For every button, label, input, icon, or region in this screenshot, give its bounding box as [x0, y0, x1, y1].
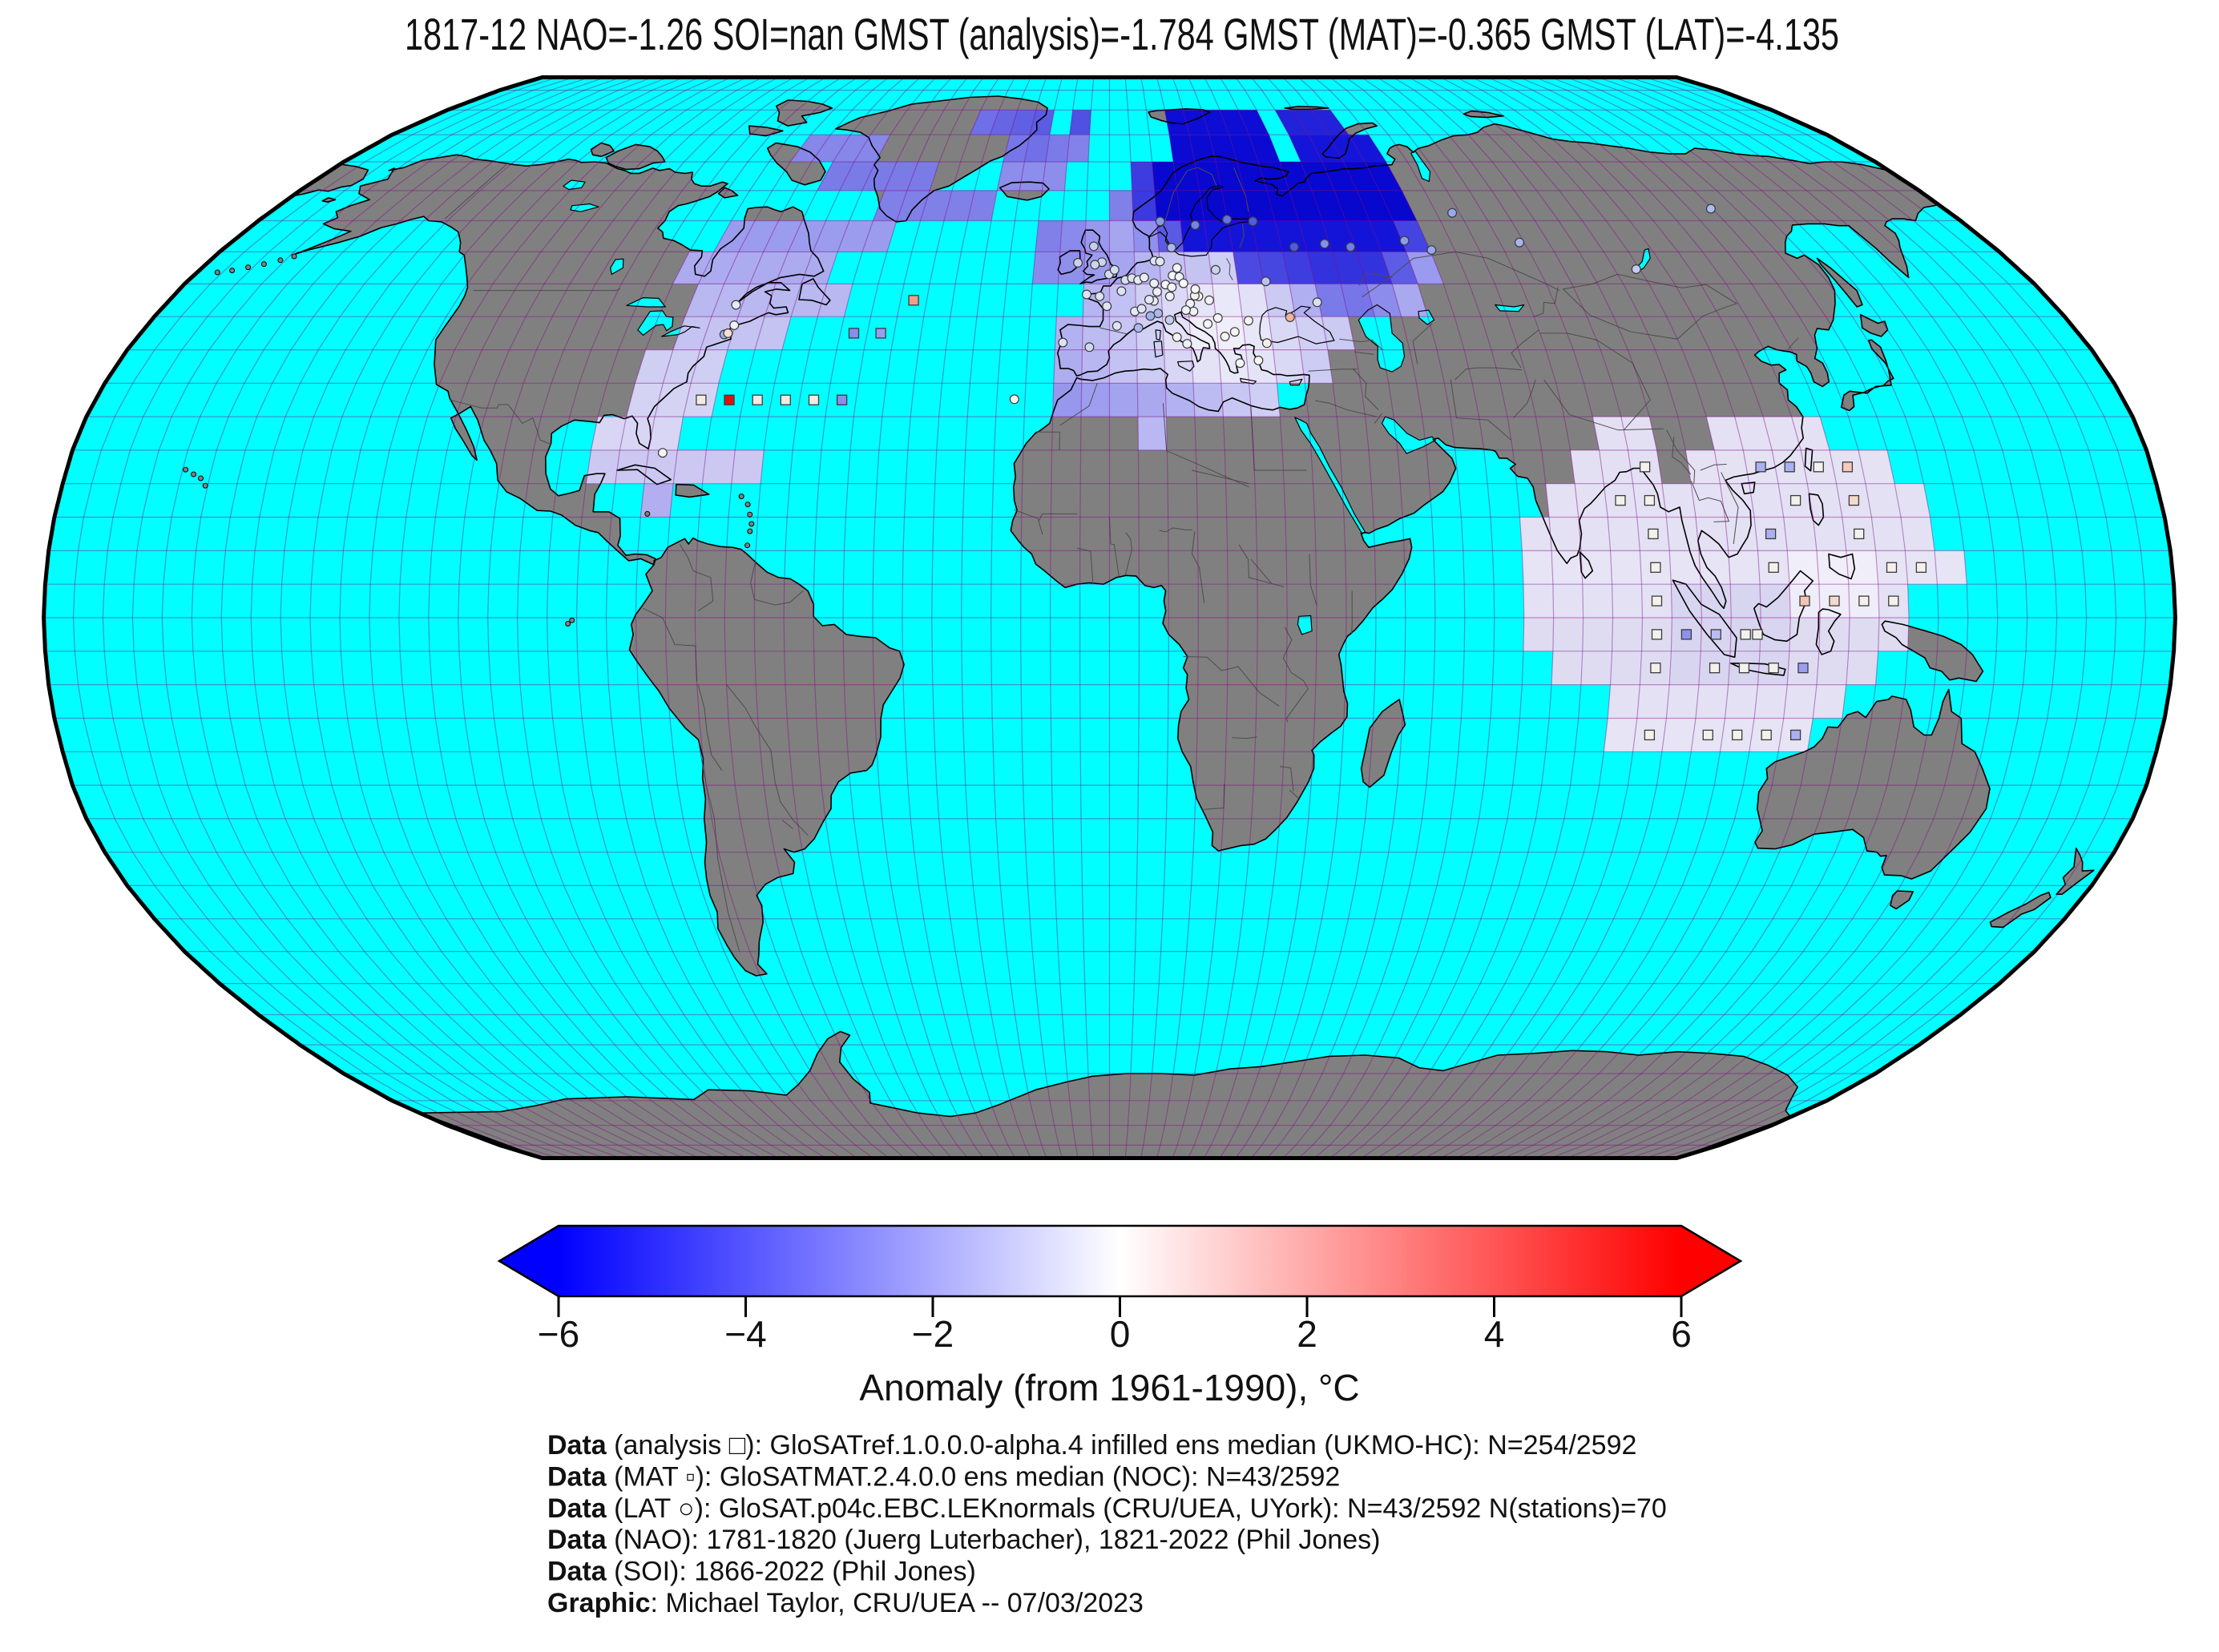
svg-text:Graphic: Michael Taylor, CRU/U: Graphic: Michael Taylor, CRU/UEA -- 07/0…	[547, 1588, 1144, 1618]
svg-text:Data (analysis □): GloSATref.1: Data (analysis □): GloSATref.1.0.0.0-alp…	[547, 1430, 1636, 1461]
svg-text:−6: −6	[538, 1313, 579, 1355]
svg-text:Data (MAT ▫): GloSATMAT.2.4.0.: Data (MAT ▫): GloSATMAT.2.4.0.0 ens medi…	[547, 1461, 1340, 1492]
svg-text:−2: −2	[912, 1313, 954, 1355]
svg-text:2: 2	[1297, 1313, 1317, 1355]
svg-text:4: 4	[1484, 1313, 1505, 1355]
svg-text:Anomaly (from 1961-1990), °C: Anomaly (from 1961-1990), °C	[859, 1367, 1359, 1408]
svg-text:1817-12 NAO=-1.26 SOI=nan GMST: 1817-12 NAO=-1.26 SOI=nan GMST (analysis…	[405, 9, 1839, 59]
svg-text:Data (NAO): 1781-1820 (Juerg L: Data (NAO): 1781-1820 (Juerg Luterbacher…	[547, 1525, 1380, 1555]
svg-text:0: 0	[1110, 1313, 1131, 1355]
svg-text:Data (SOI): 1866-2022 (Phil Jo: Data (SOI): 1866-2022 (Phil Jones)	[547, 1557, 976, 1587]
svg-text:6: 6	[1671, 1313, 1692, 1355]
svg-text:Data (LAT ○): GloSAT.p04c.EBC.: Data (LAT ○): GloSAT.p04c.EBC.LEKnormals…	[547, 1493, 1667, 1524]
svg-text:−4: −4	[724, 1313, 766, 1355]
